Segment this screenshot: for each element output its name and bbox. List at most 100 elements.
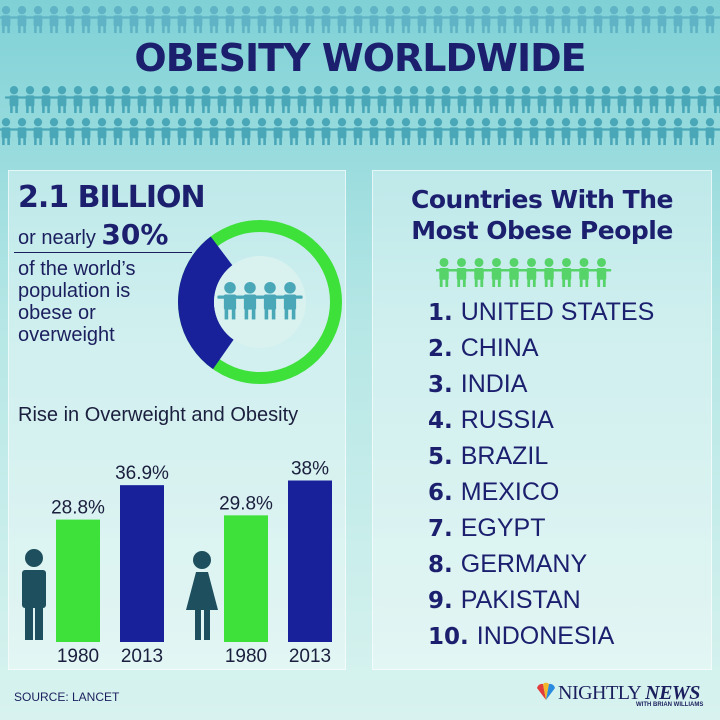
person-icon: [204, 6, 224, 34]
person-icon: [564, 86, 584, 114]
headline-description: of the world’s population is obese or ov…: [18, 258, 136, 346]
bar: [120, 485, 164, 642]
person-icon: [572, 6, 592, 34]
person-icon: [636, 118, 656, 146]
country-rank: 7.: [428, 516, 453, 542]
country-name: MEXICO: [460, 478, 560, 506]
person-icon: [237, 282, 263, 320]
person-icon: [574, 258, 594, 287]
bar: [288, 480, 332, 642]
person-icon: [540, 118, 560, 146]
category-label: 1980: [57, 646, 99, 667]
person-icon: [486, 258, 507, 287]
person-icon: [180, 86, 200, 114]
person-icon: [588, 118, 608, 146]
person-icon: [469, 258, 489, 287]
person-icon: [396, 6, 416, 34]
person-icon: [156, 6, 176, 34]
nightly-news-logo: NIGHTLY NEWS WITH BRIAN WILLIAMS: [536, 680, 712, 710]
category-label: 2013: [121, 646, 163, 667]
person-icon: [148, 86, 168, 114]
person-icon: [252, 6, 272, 34]
countries-title-line1: Countries With The: [411, 185, 673, 214]
person-icon: [332, 118, 352, 146]
person-icon: [284, 118, 304, 146]
person-icon: [212, 86, 232, 114]
person-icon: [188, 6, 208, 34]
country-list-item: 4. RUSSIA: [428, 406, 654, 442]
country-rank: 6.: [428, 480, 453, 506]
person-icon: [164, 86, 184, 114]
person-icon: [68, 86, 88, 114]
country-name: BRAZIL: [460, 442, 549, 470]
person-icon: [316, 6, 336, 34]
person-icon: [540, 6, 560, 34]
person-icon: [652, 118, 672, 146]
person-icon: [660, 86, 680, 114]
person-icon: [60, 118, 80, 146]
country-list-item: 5. BRAZIL: [428, 442, 654, 478]
chart-title: Rise in Overweight and Obesity: [18, 404, 299, 426]
person-icon: [140, 6, 160, 34]
countries-title: Countries With The Most Obese People: [372, 184, 712, 246]
person-icon: [444, 6, 464, 34]
country-name: EGYPT: [460, 514, 546, 542]
man-icon: [22, 549, 46, 640]
person-icon: [652, 6, 672, 34]
person-icon: [636, 6, 656, 34]
person-icon: [388, 86, 408, 114]
person-icon: [204, 118, 224, 146]
headline-big-stat: 2.1 BILLION: [18, 180, 206, 215]
person-icon: [572, 118, 592, 146]
person-icon: [244, 86, 264, 114]
person-icon: [620, 6, 640, 34]
person-icon: [596, 86, 616, 114]
people-pattern-bottom: [0, 116, 720, 146]
person-icon: [684, 118, 704, 146]
donut-share-arc: [178, 220, 342, 384]
country-rank: 10.: [428, 624, 469, 650]
country-list-item: 1. UNITED STATES: [428, 298, 654, 334]
person-icon: [60, 6, 80, 34]
country-rank: 1.: [428, 300, 453, 326]
person-icon: [132, 86, 152, 114]
person-icon: [692, 86, 712, 114]
person-icon: [228, 86, 248, 114]
person-icon: [604, 6, 624, 34]
donut-center: [214, 256, 306, 348]
country-name: GERMANY: [460, 550, 588, 578]
divider: [14, 252, 192, 253]
person-icon: [348, 6, 368, 34]
person-icon: [108, 118, 128, 146]
person-icon: [580, 86, 600, 114]
person-icon: [700, 6, 720, 34]
person-icon: [451, 258, 472, 287]
person-icon: [420, 86, 440, 114]
person-icon: [220, 6, 240, 34]
person-icon: [460, 6, 480, 34]
person-icon: [348, 118, 368, 146]
person-icon: [76, 6, 96, 34]
person-icon: [612, 86, 632, 114]
person-icon: [172, 6, 192, 34]
person-icon: [412, 118, 432, 146]
headline-prefix: or nearly: [18, 227, 102, 249]
person-icon: [260, 86, 280, 114]
person-icon: [196, 86, 216, 114]
person-icon: [292, 86, 312, 114]
person-icon: [44, 6, 64, 34]
person-icon: [300, 6, 320, 34]
person-icon: [76, 118, 96, 146]
people-pattern-middle: [0, 84, 720, 114]
person-icon: [492, 6, 512, 34]
people-pattern-top: [0, 4, 720, 34]
person-icon: [588, 6, 608, 34]
person-icon: [12, 118, 32, 146]
person-icon: [516, 86, 536, 114]
donut-chart: [178, 220, 342, 384]
person-icon: [364, 6, 384, 34]
person-icon: [539, 258, 559, 287]
data-label: 29.8%: [219, 493, 273, 514]
person-icon: [500, 86, 520, 114]
country-rank: 9.: [428, 588, 453, 614]
